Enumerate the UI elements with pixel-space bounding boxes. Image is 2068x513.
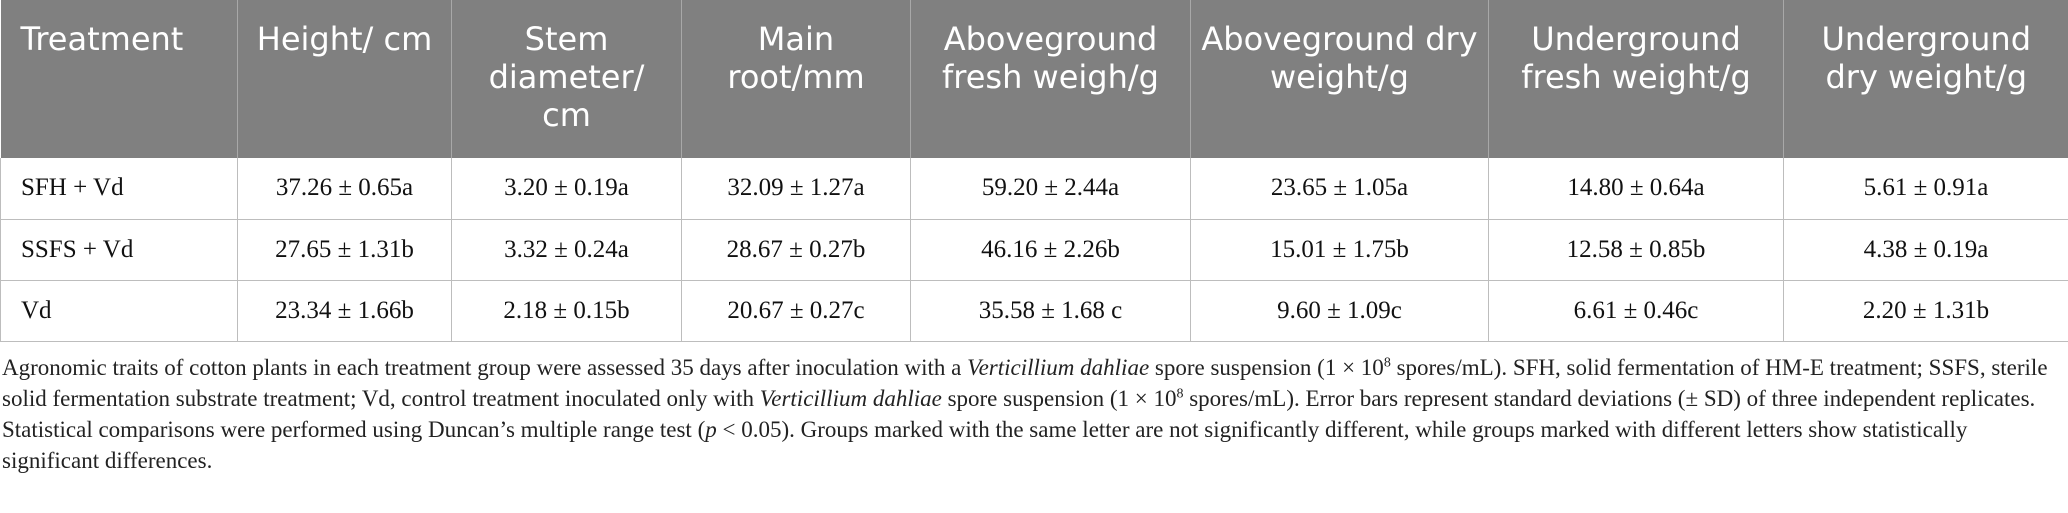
table-cell: 32.09 ± 1.27a — [681, 158, 911, 220]
table-cell: 37.26 ± 0.65a — [237, 158, 452, 220]
table-cell: 35.58 ± 1.68 c — [910, 280, 1191, 342]
table-cell: 12.58 ± 0.85b — [1488, 219, 1784, 281]
table-cell: 23.34 ± 1.66b — [237, 280, 452, 342]
header-row: Treatment Height/ cm Stem diameter/ cm Main… — [0, 0, 2068, 158]
header-cell: Main root/mm — [681, 0, 911, 158]
table-cell: 28.67 ± 0.27b — [681, 219, 911, 281]
table-cell: SFH + Vd — [0, 158, 238, 220]
table-cell: 9.60 ± 1.09c — [1190, 280, 1489, 342]
caption-superscript: 8 — [1383, 354, 1391, 370]
table-cell: 23.65 ± 1.05a — [1190, 158, 1489, 220]
table-cell: 15.01 ± 1.75b — [1190, 219, 1489, 281]
caption-italic: Verticillium dahliae — [967, 354, 1150, 380]
data-table: Treatment Height/ cm Stem diameter/ cm Main… — [0, 0, 2068, 342]
table-cell: 6.61 ± 0.46c — [1488, 280, 1784, 342]
header-cell: Stem diameter/ cm — [451, 0, 682, 158]
caption-italic: p — [705, 416, 717, 442]
table-cell: 20.67 ± 0.27c — [681, 280, 911, 342]
caption-text: spores/mL). Error bars represent standar… — [2, 385, 2036, 442]
caption-text: spores/mL). SFH, solid fermentation of H… — [2, 354, 2048, 411]
header-cell: Aboveground dry weight/g — [1190, 0, 1489, 158]
caption-superscript: 8 — [1176, 385, 1184, 401]
header-cell: Height/ cm — [237, 0, 452, 158]
caption-text: spore suspension (1 × 10 — [1149, 354, 1384, 380]
caption-text: Agronomic traits of cotton plants in eac… — [2, 354, 968, 380]
caption-text: < 0.05). Groups marked with the same let… — [2, 416, 1968, 473]
table-cell: 3.32 ± 0.24a — [451, 219, 682, 281]
table-cell: 27.65 ± 1.31b — [237, 219, 452, 281]
table-cell: 5.61 ± 0.91a — [1783, 158, 2068, 220]
table-row: Vd 23.34 ± 1.66b 2.18 ± 0.15b 20.67 ± 0.27c… — [0, 280, 2068, 342]
table-cell: 4.38 ± 0.19a — [1783, 219, 2068, 281]
table-row: SSFS + Vd 27.65 ± 1.31b 3.32 ± 0.24a 28.67 … — [0, 219, 2068, 281]
table-cell: 3.20 ± 0.19a — [451, 158, 682, 220]
table-cell: SSFS + Vd — [0, 219, 238, 281]
caption-italic: Verticillium dahliae — [759, 385, 942, 411]
table-row: SFH + Vd 37.26 ± 0.65a 3.20 ± 0.19a 32.09 ±… — [0, 158, 2068, 220]
header-cell: Underground fresh weight/g — [1488, 0, 1784, 158]
table-cell: 46.16 ± 2.26b — [910, 219, 1191, 281]
table-cell: 14.80 ± 0.64a — [1488, 158, 1784, 220]
caption-text: spore suspension (1 × 10 — [941, 385, 1177, 411]
table-cell: 59.20 ± 2.44a — [910, 158, 1191, 220]
header-cell: Underground dry weight/g — [1783, 0, 2068, 158]
table-body: SFH + Vd 37.26 ± 0.65a 3.20 ± 0.19a 32.09 ±… — [0, 158, 2068, 342]
table-cell: 2.18 ± 0.15b — [451, 280, 682, 342]
caption: Agronomic traits of cotton plants in eac… — [0, 342, 2068, 476]
header-cell: Treatment — [0, 0, 238, 158]
table-cell: 2.20 ± 1.31b — [1783, 280, 2068, 342]
header-cell: Aboveground fresh weigh/g — [910, 0, 1191, 158]
table-cell: Vd — [0, 280, 238, 342]
